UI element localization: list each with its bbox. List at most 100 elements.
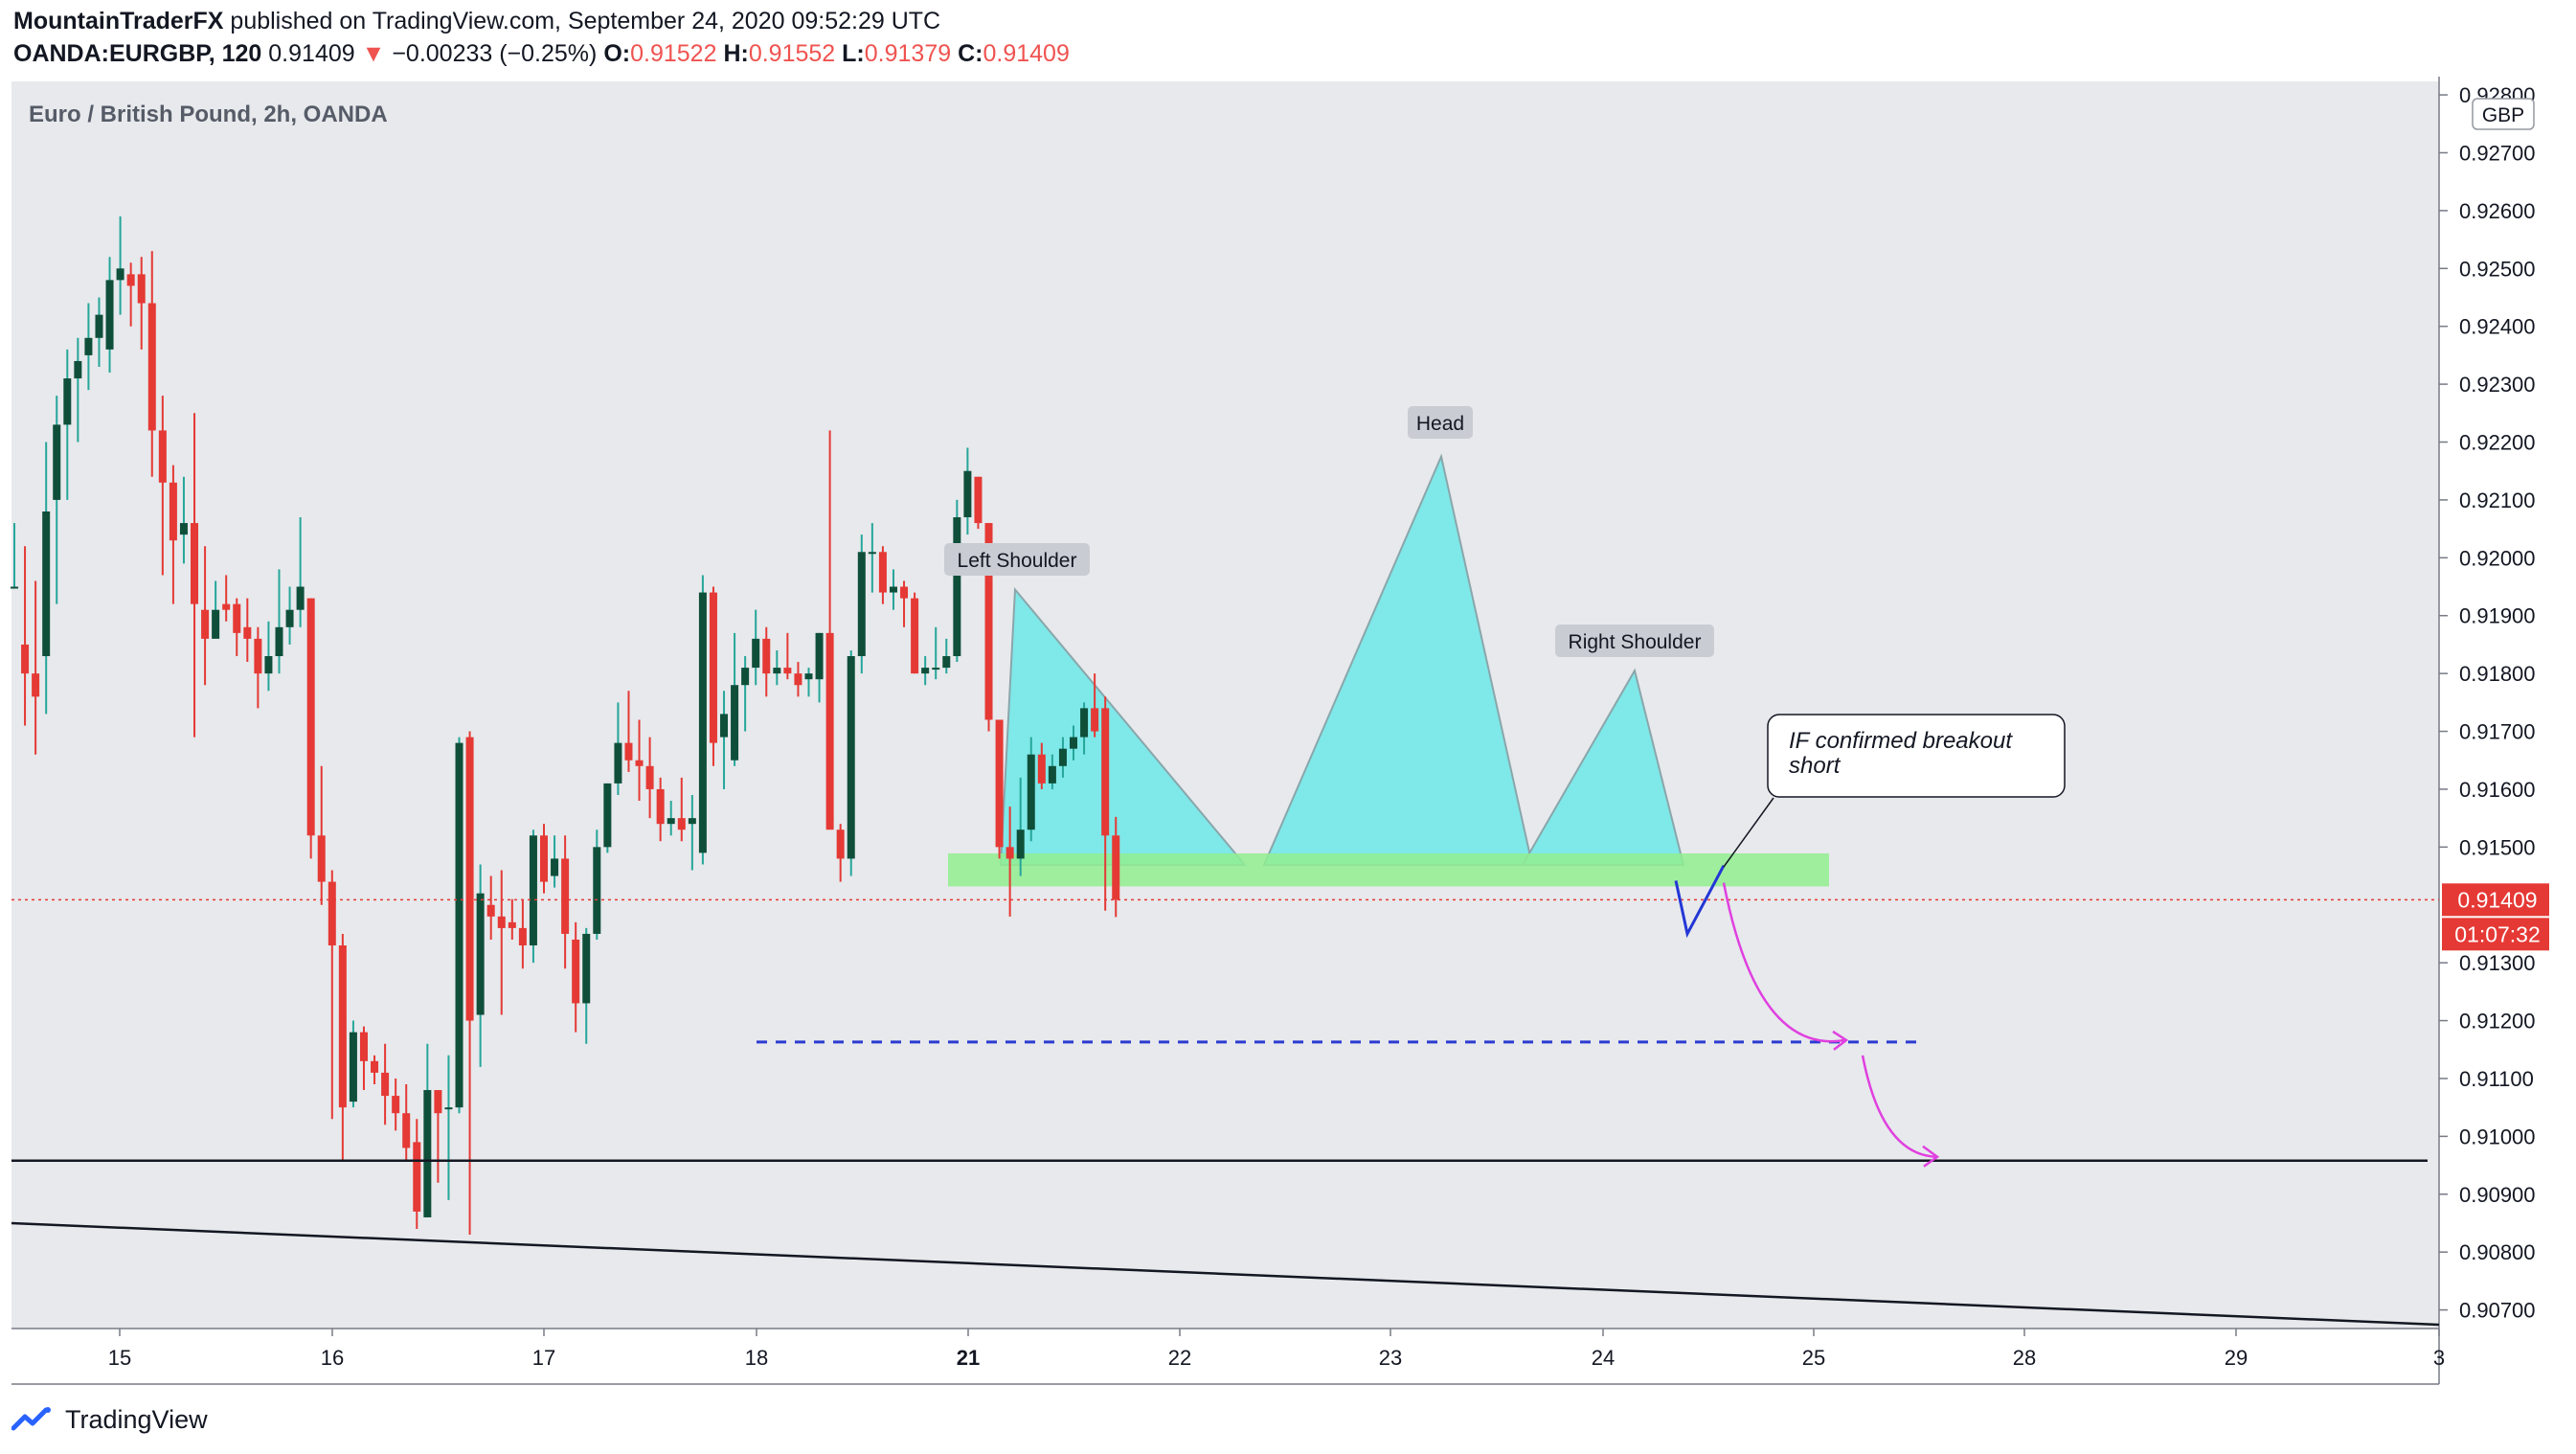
candle[interactable] xyxy=(264,621,273,692)
projection-path-line[interactable] xyxy=(1674,864,1726,939)
candle[interactable] xyxy=(84,303,93,391)
candle[interactable] xyxy=(540,824,548,894)
candle[interactable] xyxy=(158,396,167,576)
candle[interactable] xyxy=(1070,725,1077,761)
projection-arrow-2[interactable] xyxy=(1861,1055,1937,1158)
last-price-tag[interactable]: 0.91409 xyxy=(2442,883,2549,917)
candle[interactable] xyxy=(1027,737,1035,842)
candle[interactable] xyxy=(741,656,750,732)
price-axis[interactable]: 0.928000.927000.926000.925000.924000.923… xyxy=(2439,83,2536,1323)
candle[interactable] xyxy=(63,349,72,500)
candle[interactable] xyxy=(911,592,919,674)
candle[interactable] xyxy=(201,546,210,686)
candle[interactable] xyxy=(677,777,686,842)
candle[interactable] xyxy=(963,447,972,535)
candle[interactable] xyxy=(572,921,580,1033)
candle[interactable] xyxy=(1112,816,1120,918)
candle[interactable] xyxy=(381,1043,390,1125)
candle[interactable] xyxy=(900,580,909,627)
candle[interactable] xyxy=(603,783,612,853)
candle[interactable] xyxy=(582,927,591,1044)
candle[interactable] xyxy=(667,801,675,836)
candle[interactable] xyxy=(413,1119,421,1230)
candle[interactable] xyxy=(1016,777,1025,876)
candle[interactable] xyxy=(878,546,887,604)
candle[interactable] xyxy=(868,523,876,593)
candle[interactable] xyxy=(32,580,40,755)
candle[interactable] xyxy=(794,662,802,697)
head-label[interactable]: Head xyxy=(1408,406,1473,439)
candle[interactable] xyxy=(465,731,474,1236)
candle[interactable] xyxy=(815,632,824,703)
candle[interactable] xyxy=(233,598,241,657)
candle[interactable] xyxy=(847,649,855,876)
candle[interactable] xyxy=(635,719,644,802)
right-shoulder-label[interactable]: Right Shoulder xyxy=(1555,625,1714,657)
candle[interactable] xyxy=(688,794,696,871)
candle[interactable] xyxy=(1091,673,1099,738)
candle[interactable] xyxy=(476,864,485,1067)
candle[interactable] xyxy=(455,737,463,1114)
candle[interactable] xyxy=(359,1026,368,1091)
candle[interactable] xyxy=(804,668,813,697)
candle[interactable] xyxy=(720,691,729,789)
trend-line[interactable] xyxy=(11,1221,2440,1327)
candle[interactable] xyxy=(392,1078,400,1131)
neckline-zone[interactable] xyxy=(948,852,1829,887)
candle[interactable] xyxy=(21,546,30,726)
candle[interactable] xyxy=(773,649,781,686)
candle[interactable] xyxy=(95,297,103,367)
candle[interactable] xyxy=(518,898,527,969)
candle[interactable] xyxy=(147,251,156,477)
candle[interactable] xyxy=(179,476,188,564)
candle[interactable] xyxy=(338,933,347,1160)
candle[interactable] xyxy=(529,829,537,964)
candle[interactable] xyxy=(371,1055,379,1085)
candle[interactable] xyxy=(105,257,114,374)
candle[interactable] xyxy=(74,337,82,443)
candle[interactable] xyxy=(486,875,495,940)
candle[interactable] xyxy=(889,569,897,610)
candle[interactable] xyxy=(222,575,231,622)
head-and-shoulders-pattern[interactable] xyxy=(948,453,1829,887)
tradingview-brand[interactable]: TradingView xyxy=(65,1404,208,1434)
candle[interactable] xyxy=(317,765,326,905)
candle[interactable] xyxy=(1006,807,1014,917)
projection-arrow-1[interactable] xyxy=(1722,882,1846,1043)
candle[interactable] xyxy=(593,829,601,940)
candle[interactable] xyxy=(974,476,983,530)
candle[interactable] xyxy=(783,632,792,680)
candle[interactable] xyxy=(709,586,717,766)
callout-box[interactable]: IF confirmed breakout short xyxy=(1723,714,2066,868)
candle[interactable] xyxy=(402,1084,411,1160)
candle[interactable] xyxy=(497,870,506,1015)
candle[interactable] xyxy=(508,898,516,940)
candle[interactable] xyxy=(349,1020,357,1108)
candle[interactable] xyxy=(444,1055,453,1200)
candle[interactable] xyxy=(126,262,135,327)
candle[interactable] xyxy=(624,691,633,772)
candle[interactable] xyxy=(434,1090,442,1183)
candle[interactable] xyxy=(306,598,315,859)
candle[interactable] xyxy=(1080,702,1089,755)
candle[interactable] xyxy=(212,580,220,639)
candle[interactable] xyxy=(942,638,951,674)
candle[interactable] xyxy=(169,465,177,604)
left-shoulder-label[interactable]: Left Shoulder xyxy=(944,543,1090,576)
candle[interactable] xyxy=(11,523,18,589)
candle[interactable] xyxy=(762,626,771,697)
candle[interactable] xyxy=(1101,696,1110,911)
candle[interactable] xyxy=(254,626,262,709)
candle[interactable] xyxy=(116,216,124,315)
candle[interactable] xyxy=(752,609,760,686)
time-axis[interactable]: 15 16 17 18 21 22 23 24 25 28 29 3 xyxy=(108,1329,2445,1370)
tradingview-logo-icon[interactable] xyxy=(11,1405,56,1434)
candle[interactable] xyxy=(137,257,146,350)
candle[interactable] xyxy=(1037,742,1046,789)
candle[interactable] xyxy=(953,499,961,663)
symbol-label[interactable]: OANDA:EURGBP, 120 xyxy=(13,40,262,67)
candle[interactable] xyxy=(825,430,834,830)
candle[interactable] xyxy=(328,870,336,1120)
candle[interactable] xyxy=(42,442,51,715)
